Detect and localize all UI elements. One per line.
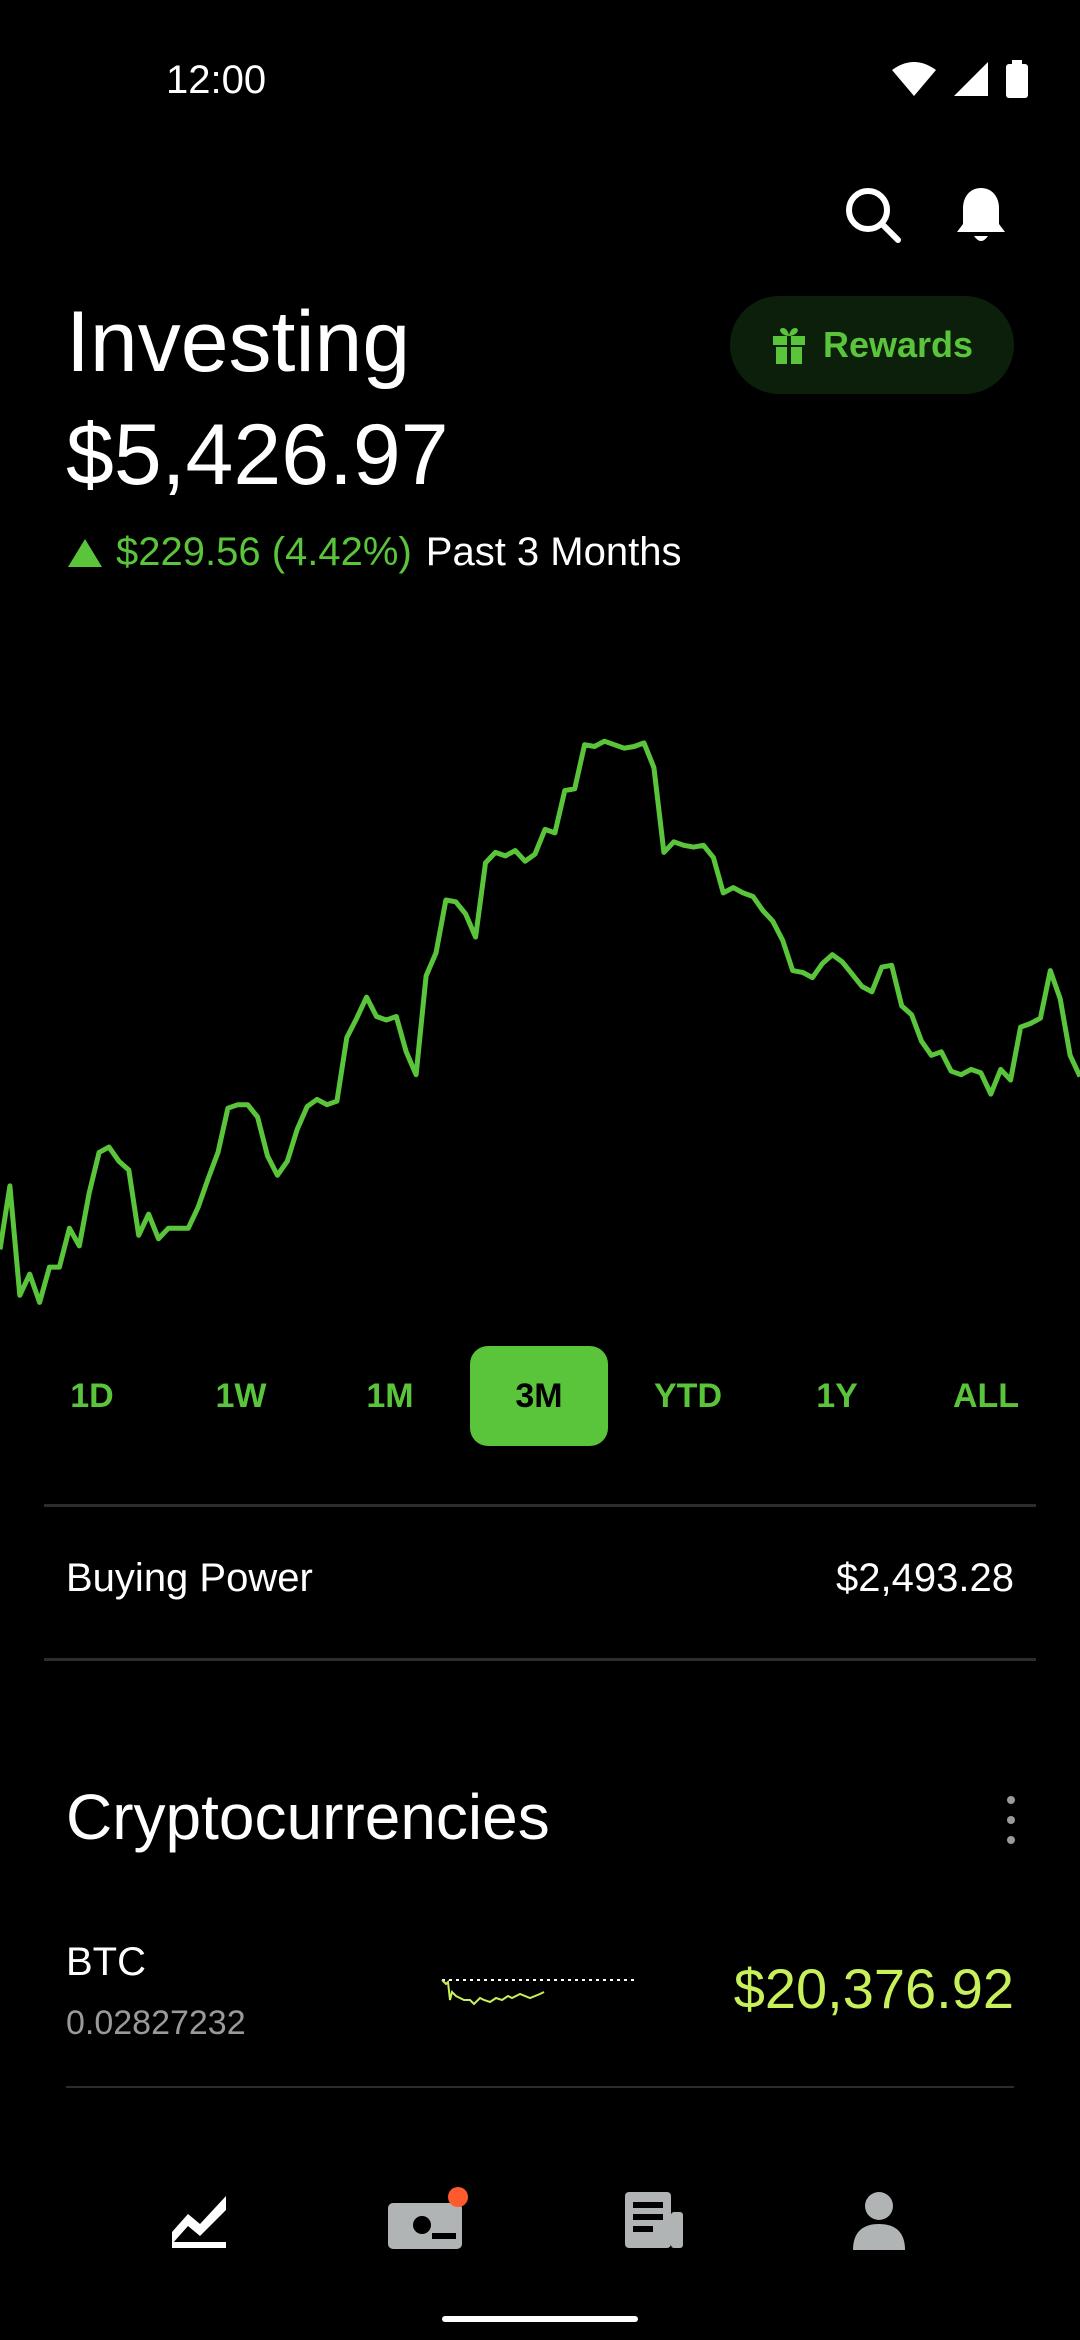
- crypto-price: $20,376.92: [733, 1957, 1014, 2020]
- chart-trend-icon: [172, 2196, 226, 2248]
- nav-account[interactable]: [834, 2180, 924, 2260]
- dot: [1007, 1816, 1015, 1824]
- cash-card-icon: [388, 2187, 468, 2249]
- period-option-all[interactable]: ALL: [952, 1376, 1020, 1415]
- account-person-icon: [853, 2192, 905, 2250]
- battery-icon: [1006, 60, 1028, 98]
- period-option-1d[interactable]: 1D: [70, 1376, 114, 1415]
- rewards-button[interactable]: Rewards: [730, 296, 1014, 394]
- period-option-1y[interactable]: 1Y: [816, 1376, 858, 1415]
- nav-cash[interactable]: [382, 2180, 472, 2260]
- period-option-ytd[interactable]: YTD: [654, 1376, 722, 1415]
- news-icon: [625, 2192, 683, 2248]
- bell-icon: [957, 188, 1005, 241]
- search-button[interactable]: [838, 180, 908, 250]
- change-value: $229.56 (4.42%): [116, 530, 412, 574]
- signal-icon: [954, 62, 988, 96]
- rewards-label: Rewards: [822, 324, 974, 365]
- more-options-button[interactable]: [996, 1790, 1026, 1850]
- buying-power-label: Buying Power: [66, 1556, 313, 1600]
- chart-series-line: [0, 738, 1080, 1305]
- home-indicator: [442, 2316, 638, 2322]
- portfolio-balance: $5,426.97: [66, 407, 449, 503]
- divider: [66, 2086, 1014, 2088]
- gift-icon: [772, 328, 805, 364]
- crypto-quantity: 0.02827232: [66, 2004, 246, 2042]
- dot: [1007, 1836, 1015, 1844]
- change-period: Past 3 Months: [425, 530, 682, 574]
- portfolio-chart[interactable]: [0, 700, 1080, 1340]
- search-icon: [846, 188, 901, 243]
- wifi-icon: [892, 62, 936, 96]
- nav-investing[interactable]: [155, 2180, 245, 2260]
- up-triangle-icon: [68, 538, 102, 567]
- notifications-button[interactable]: [946, 180, 1016, 250]
- period-selector: 1D 1W 1M 3M YTD 1Y ALL: [0, 1346, 1080, 1446]
- dot: [1007, 1796, 1015, 1804]
- crypto-sparkline: [441, 1979, 638, 2006]
- divider: [44, 1658, 1036, 1661]
- nav-news[interactable]: [608, 2180, 698, 2260]
- crypto-section-title: Cryptocurrencies: [66, 1781, 550, 1853]
- change-row: $229.56 (4.42%) Past 3 Months: [68, 530, 681, 575]
- period-option-3m[interactable]: 3M: [470, 1346, 608, 1446]
- period-option-1m[interactable]: 1M: [366, 1376, 414, 1415]
- page-title: Investing: [66, 294, 411, 390]
- buying-power-value: $2,493.28: [836, 1556, 1014, 1600]
- period-option-1w[interactable]: 1W: [215, 1376, 267, 1415]
- status-time: 12:00: [166, 58, 267, 102]
- divider: [44, 1504, 1036, 1507]
- crypto-symbol: BTC: [66, 1940, 146, 1984]
- status-icons: [892, 60, 1028, 98]
